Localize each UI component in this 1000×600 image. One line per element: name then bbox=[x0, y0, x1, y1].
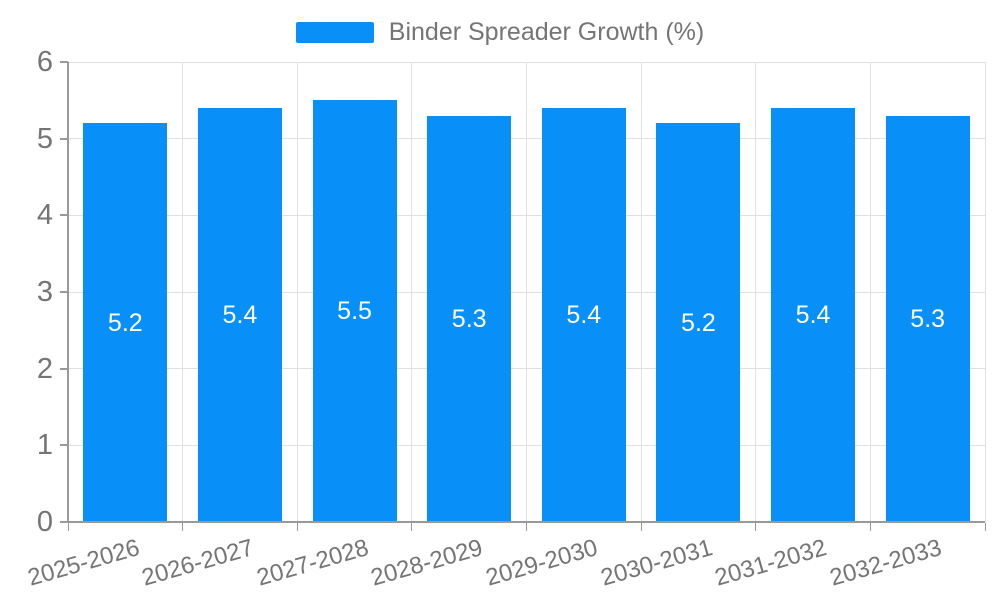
x-axis-tick bbox=[411, 523, 413, 531]
bar[interactable] bbox=[885, 115, 970, 522]
y-axis-tick bbox=[60, 521, 68, 523]
y-axis-label: 2 bbox=[36, 352, 53, 385]
y-axis-tick bbox=[60, 444, 68, 447]
bar-value-label: 5.2 bbox=[107, 308, 143, 337]
y-axis-label: 4 bbox=[36, 199, 53, 232]
v-gridline bbox=[984, 62, 986, 522]
y-axis-label: 5 bbox=[36, 122, 53, 155]
bar-value-label: 5.4 bbox=[566, 301, 602, 329]
bar-value-label: 5.4 bbox=[795, 301, 831, 329]
bar[interactable] bbox=[312, 100, 397, 522]
bar[interactable] bbox=[83, 123, 168, 522]
x-axis-label: 2029-2030 bbox=[482, 534, 601, 592]
y-axis-tick bbox=[60, 214, 68, 217]
x-axis-label: 2030-2031 bbox=[597, 534, 716, 592]
x-axis-tick bbox=[869, 523, 871, 531]
v-gridline bbox=[755, 62, 757, 522]
x-axis-label: 2031-2032 bbox=[712, 534, 830, 592]
x-axis-line bbox=[67, 521, 985, 523]
bar[interactable] bbox=[427, 115, 512, 522]
legend-item[interactable]: Binder Spreader Growth (%) bbox=[295, 18, 705, 46]
bar-value-label: 5.3 bbox=[910, 304, 946, 333]
x-axis-tick bbox=[984, 523, 986, 531]
v-gridline bbox=[640, 62, 642, 522]
bar[interactable] bbox=[541, 108, 626, 522]
x-axis-tick bbox=[640, 523, 642, 531]
v-gridline bbox=[411, 62, 413, 522]
x-axis-tick bbox=[182, 523, 184, 531]
y-axis-tick bbox=[60, 367, 68, 370]
bar[interactable] bbox=[197, 108, 282, 522]
bar-value-label: 5.4 bbox=[222, 301, 258, 329]
y-axis-label: 6 bbox=[36, 46, 53, 78]
v-gridline bbox=[296, 62, 298, 522]
y-axis-label: 1 bbox=[36, 429, 53, 462]
x-axis-tick bbox=[296, 523, 298, 531]
x-axis-label: 2025-2026 bbox=[24, 534, 143, 592]
bar[interactable] bbox=[656, 123, 741, 522]
x-axis-tick bbox=[67, 523, 69, 531]
x-axis-label: 2027-2028 bbox=[253, 534, 372, 592]
bar[interactable] bbox=[771, 108, 856, 522]
legend-color-swatch-icon bbox=[295, 22, 374, 43]
y-axis-tick bbox=[60, 61, 68, 63]
chart-legend: Binder Spreader Growth (%) bbox=[0, 20, 1000, 45]
y-axis-label: 3 bbox=[36, 276, 53, 308]
x-axis-label: 2032-2033 bbox=[826, 534, 945, 592]
legend-label: Binder Spreader Growth (%) bbox=[388, 18, 705, 46]
bar-value-label: 5.5 bbox=[337, 297, 372, 326]
bar-value-label: 5.2 bbox=[681, 308, 716, 337]
v-gridline bbox=[526, 62, 527, 522]
v-gridline bbox=[869, 62, 871, 522]
x-axis-label: 2026-2027 bbox=[139, 534, 257, 592]
x-axis-label: 2028-2029 bbox=[368, 534, 487, 592]
bar-value-label: 5.3 bbox=[451, 304, 487, 333]
x-axis-tick bbox=[755, 523, 757, 531]
v-gridline bbox=[182, 62, 184, 522]
y-axis-line bbox=[67, 62, 69, 523]
x-axis-tick bbox=[526, 523, 527, 531]
y-axis-label: 0 bbox=[36, 506, 53, 538]
y-axis-tick bbox=[60, 291, 68, 293]
y-axis-tick bbox=[60, 137, 68, 140]
